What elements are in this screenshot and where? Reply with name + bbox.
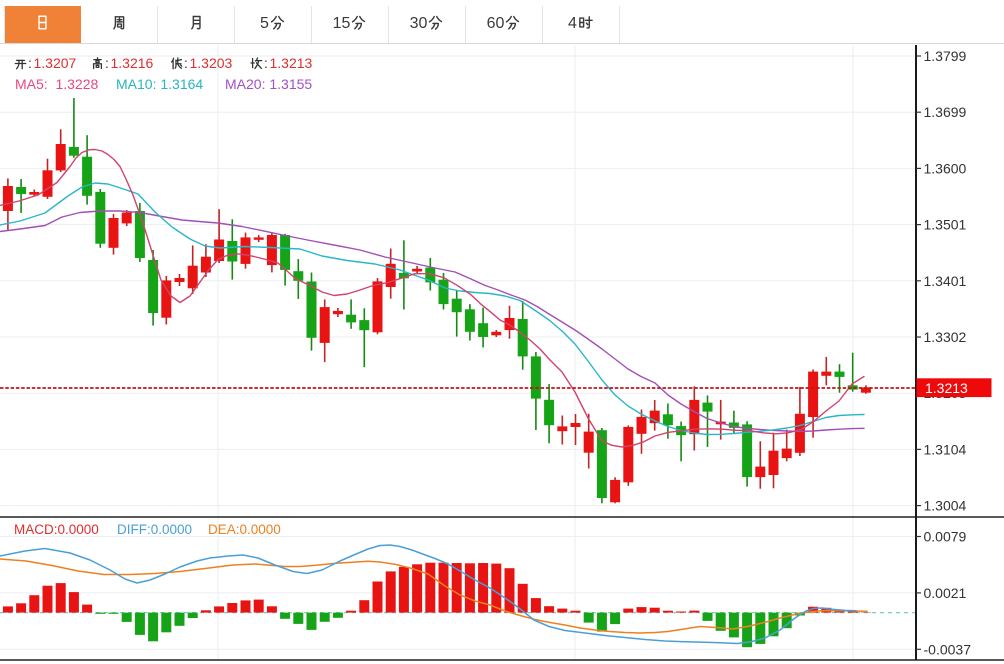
svg-text:1.3213: 1.3213 bbox=[270, 55, 313, 71]
svg-text:1.3799: 1.3799 bbox=[924, 48, 967, 64]
svg-text:1.3213: 1.3213 bbox=[925, 380, 968, 396]
svg-text::: : bbox=[264, 55, 268, 71]
svg-text:1.3401: 1.3401 bbox=[924, 273, 967, 289]
svg-text:0.0079: 0.0079 bbox=[924, 529, 967, 545]
svg-text:MA5: 1.3228: MA5: 1.3228 bbox=[15, 76, 98, 92]
svg-text:DIFF:0.0000: DIFF:0.0000 bbox=[117, 522, 192, 537]
svg-text::: : bbox=[184, 55, 188, 71]
svg-text:1.3699: 1.3699 bbox=[924, 104, 967, 120]
svg-text:1.3203: 1.3203 bbox=[190, 55, 233, 71]
svg-text:1.3600: 1.3600 bbox=[924, 160, 967, 176]
svg-text:-0.0037: -0.0037 bbox=[924, 641, 972, 657]
svg-text:1.3207: 1.3207 bbox=[34, 55, 77, 71]
svg-text:1.3501: 1.3501 bbox=[924, 217, 967, 233]
svg-text:0.0021: 0.0021 bbox=[924, 585, 967, 601]
svg-text::: : bbox=[105, 55, 109, 71]
svg-text::: : bbox=[28, 55, 32, 71]
svg-text:1.3104: 1.3104 bbox=[924, 441, 967, 457]
svg-text:1.3216: 1.3216 bbox=[111, 55, 154, 71]
svg-text:1.3302: 1.3302 bbox=[924, 329, 967, 345]
svg-text:1.3004: 1.3004 bbox=[924, 498, 967, 514]
svg-text:DEA:0.0000: DEA:0.0000 bbox=[208, 522, 281, 537]
svg-text:MACD:0.0000: MACD:0.0000 bbox=[14, 522, 99, 537]
svg-text:MA10: 1.3164: MA10: 1.3164 bbox=[116, 76, 203, 92]
svg-text:MA20: 1.3155: MA20: 1.3155 bbox=[225, 76, 312, 92]
